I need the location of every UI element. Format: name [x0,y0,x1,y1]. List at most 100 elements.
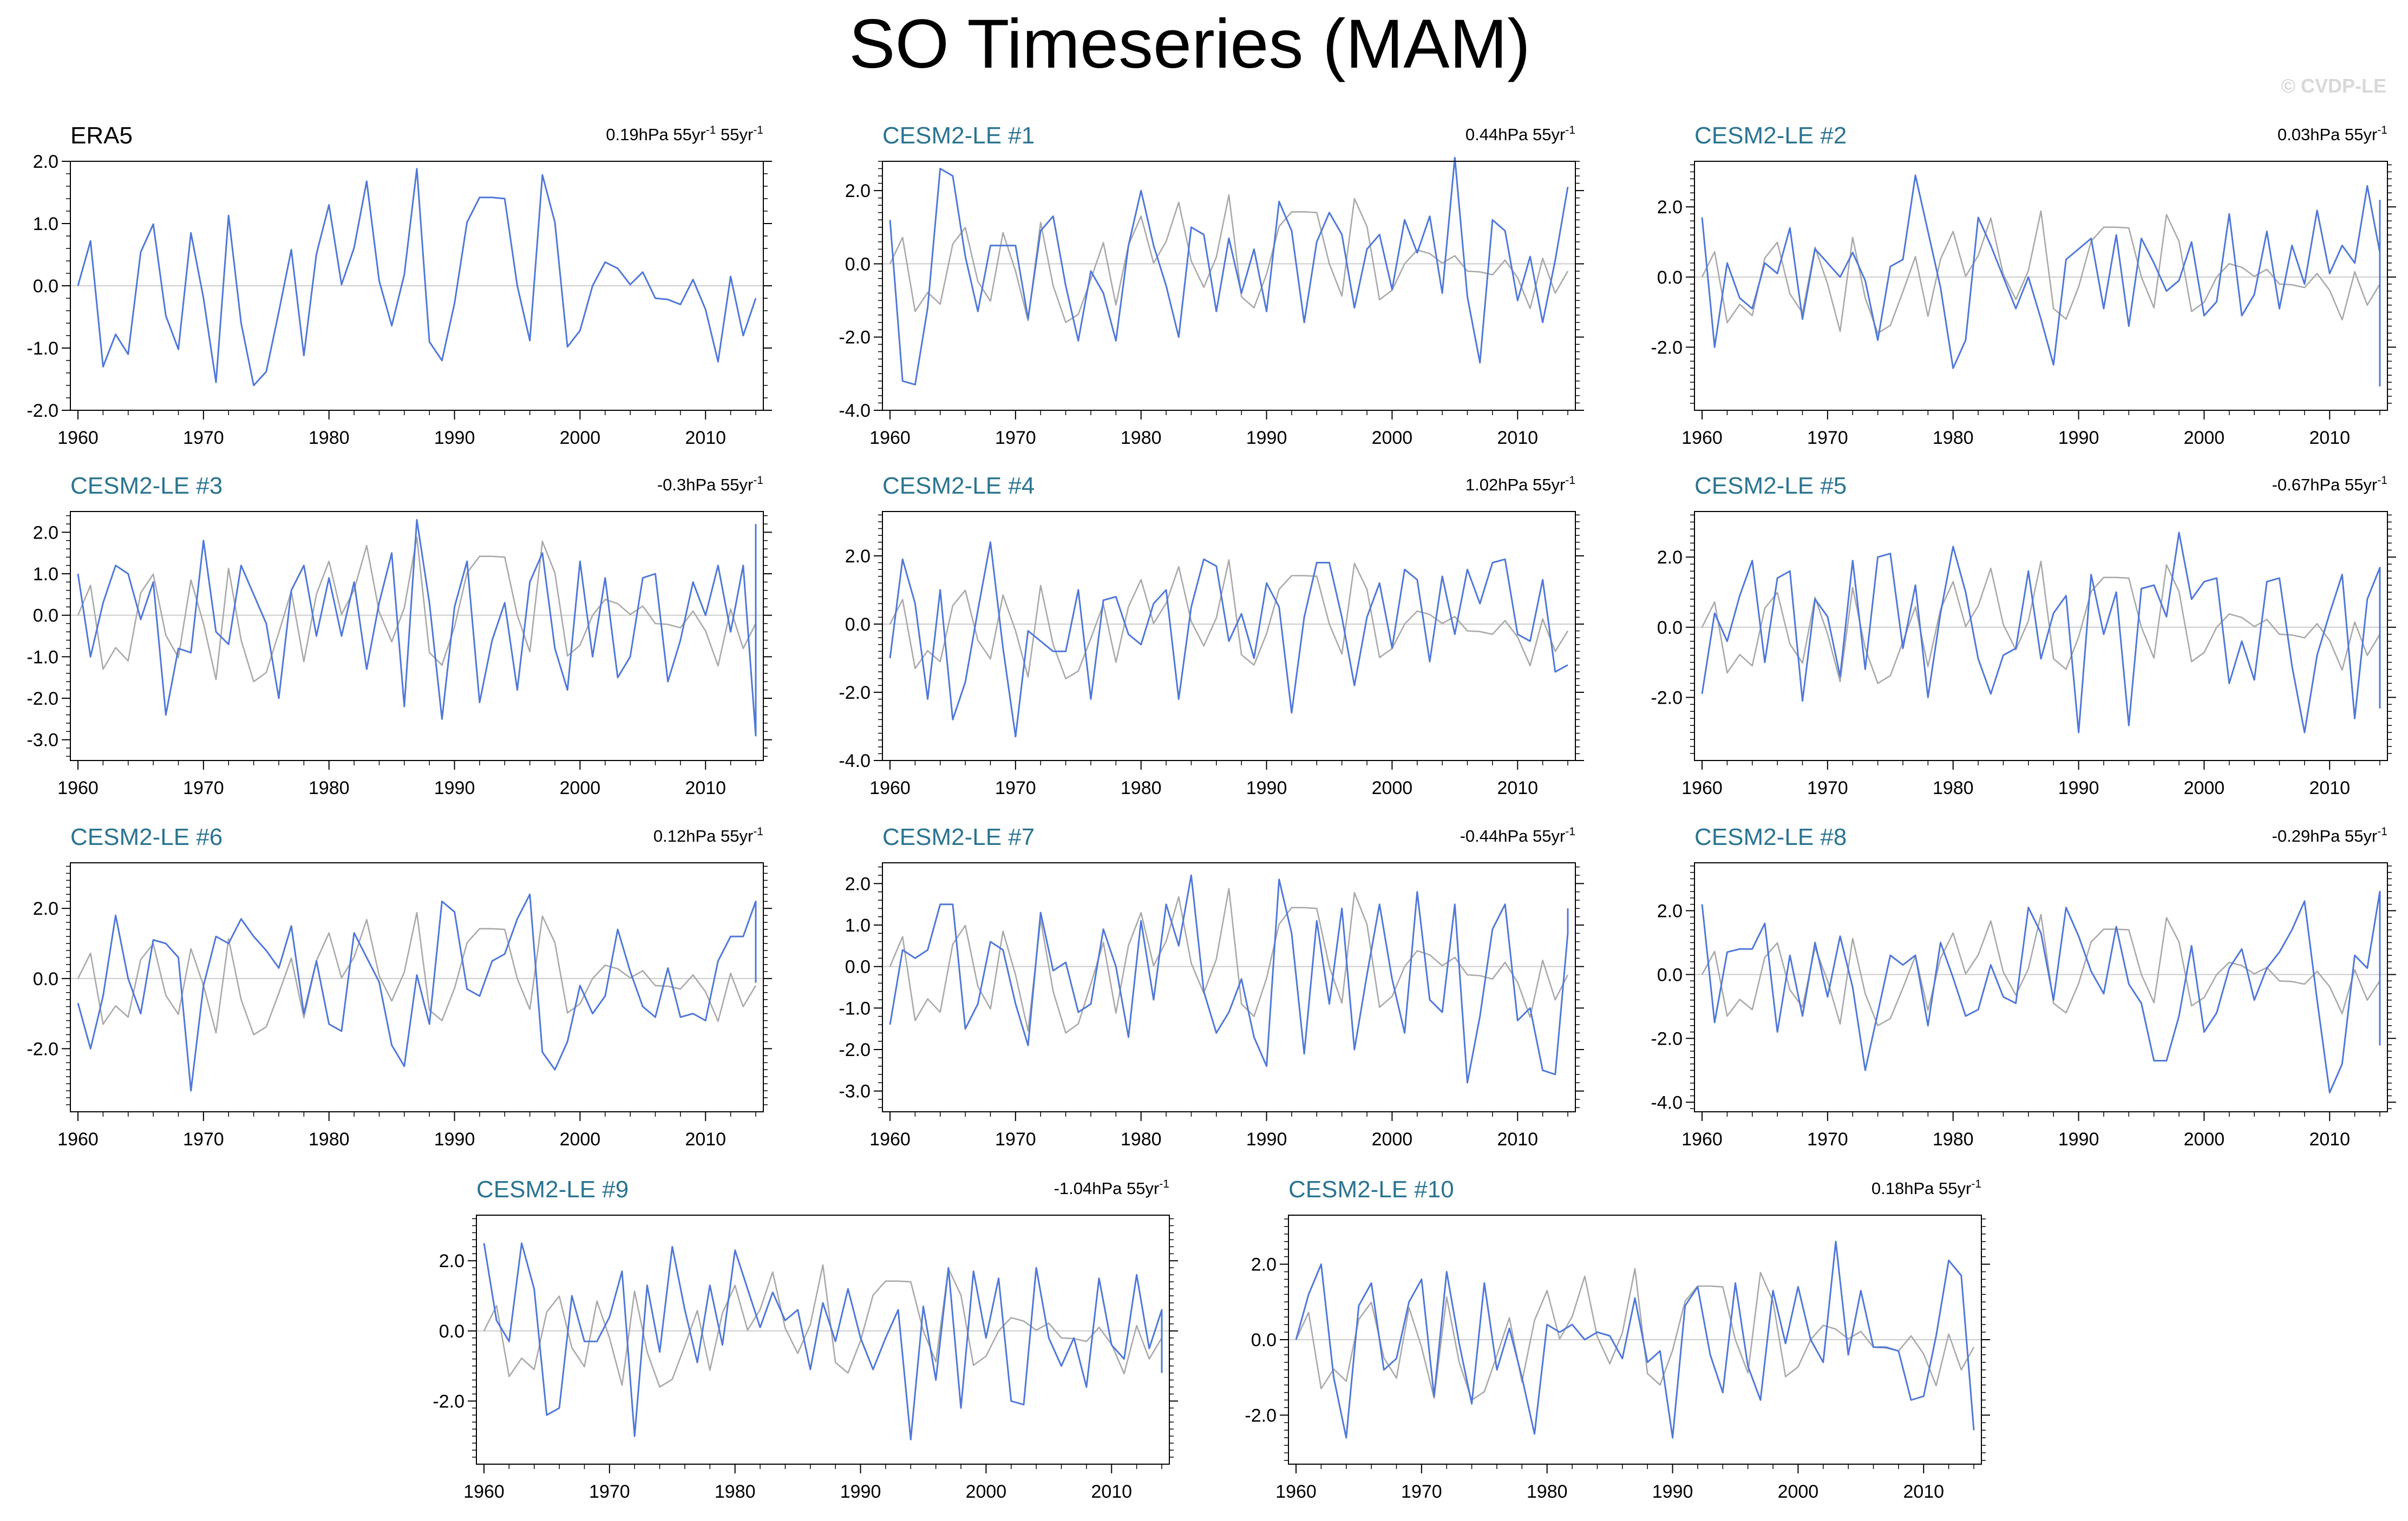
x-tick-label: 1990 [434,778,475,798]
trend-label: 0.03hPa 55yr-1 [2278,124,2387,144]
x-tick-label: 1970 [183,428,224,448]
trend-label: 0.19hPa 55yr-1 55yr-1 [606,124,763,144]
x-tick-label: 2000 [1372,428,1413,448]
member-series-line [77,519,757,737]
x-tick-label: 1980 [1121,428,1162,448]
x-tick-label: 2010 [1903,1481,1944,1502]
member-series-line [889,541,1568,738]
y-tick-label: 0.0 [1657,267,1683,288]
member-series-line [889,874,1569,1084]
panel-label: CESM2-LE #3 [70,473,223,499]
y-tick-label: 1.0 [33,564,58,585]
y-tick-label: 0.0 [1251,1330,1277,1350]
x-tick-label: 1970 [995,428,1036,448]
obs-series-line [889,559,1569,680]
x-tick-label: 1990 [434,1129,475,1150]
x-tick-label: 1980 [715,1481,756,1502]
trend-label: 0.44hPa 55yr-1 [1465,124,1575,144]
y-tick-label: -2.0 [1651,337,1683,358]
x-tick-label: 1960 [1681,428,1723,448]
panel-label: ERA5 [70,122,133,149]
x-tick-label: 1960 [1275,1481,1317,1502]
y-tick-label: 2.0 [845,546,871,567]
x-tick-label: 1970 [183,1129,224,1150]
x-tick-label: 1990 [1246,428,1287,448]
panel-label: CESM2-LE #10 [1288,1176,1454,1203]
y-tick-label: -1.0 [839,998,871,1019]
chart-panel-9: -2.0 0.0 2.0 1960 1970 1980 1990 2000 2010 CESM2-… [433,1176,1178,1502]
chart-panel-6: -2.0 0.0 2.0 1960 1970 1980 1990 2000 2010 CESM2-… [27,824,772,1150]
member-series-line [1701,890,2381,1094]
x-tick-label: 1970 [589,1481,630,1502]
chart-panel-4: -4.0 -2.0 0.0 2.0 1960 1970 1980 1990 2000 2010 CE… [839,473,1584,798]
trend-label: -0.67hPa 55yr-1 [2272,474,2387,494]
y-tick-label: 0.0 [1657,965,1683,985]
y-tick-label: -3.0 [839,1081,871,1102]
x-tick-label: 1970 [183,778,224,798]
x-tick-label: 1960 [1681,778,1723,798]
x-tick-label: 1970 [1807,778,1848,798]
plot-frame [882,511,1576,761]
y-tick-label: -2.0 [27,689,58,709]
trend-label: -1.04hPa 55yr-1 [1054,1178,1169,1198]
x-tick-label: 1960 [57,1129,99,1150]
y-tick-label: -2.0 [839,1040,871,1060]
plot-frame [882,862,1576,1112]
x-tick-label: 1980 [309,428,350,448]
x-tick-label: 1960 [57,428,99,448]
y-tick-label: 2.0 [1657,901,1683,921]
y-tick-label: -2.0 [27,401,58,421]
panel-label: CESM2-LE #8 [1694,824,1847,850]
x-tick-label: 2000 [1372,1129,1413,1150]
x-tick-label: 1960 [869,1129,911,1150]
x-tick-label: 1980 [309,778,350,798]
x-tick-label: 2000 [2184,1129,2225,1150]
x-tick-label: 1990 [2058,428,2099,448]
chart-panel-5: -2.0 0.0 2.0 1960 1970 1980 1990 2000 2010 CESM2-… [1651,473,2396,798]
trend-label: -0.3hPa 55yr-1 [657,474,763,494]
y-tick-label: 0.0 [439,1321,464,1342]
panel-label: CESM2-LE #5 [1694,473,1847,499]
chart-panel-2: -2.0 0.0 2.0 1960 1970 1980 1990 2000 2010 CESM2-… [1651,122,2396,448]
y-tick-label: -4.0 [1651,1092,1683,1113]
plot-frame [1694,511,2388,761]
x-tick-label: 1990 [1652,1481,1693,1502]
x-tick-label: 1990 [434,428,475,448]
y-tick-label: -2.0 [839,327,871,348]
x-tick-label: 1980 [1933,778,1974,798]
trend-label: 0.12hPa 55yr-1 [653,825,763,845]
x-tick-label: 1980 [1121,1129,1162,1150]
obs-series-line [1295,1268,1975,1401]
obs-series-line [889,888,1569,1034]
panel-label: CESM2-LE #4 [882,473,1035,499]
x-tick-label: 1970 [1807,428,1848,448]
figure-title: SO Timeseries (MAM) [849,5,1530,83]
x-tick-label: 1970 [995,1129,1036,1150]
x-tick-label: 2010 [1497,428,1538,448]
x-tick-label: 2010 [1497,778,1538,798]
x-tick-label: 2010 [1497,1129,1538,1150]
y-tick-label: -2.0 [839,683,871,703]
x-tick-label: 1990 [840,1481,881,1502]
y-tick-label: -4.0 [839,751,871,771]
y-tick-label: 1.0 [33,214,58,234]
chart-panel-7: -3.0 -2.0 -1.0 0.0 1.0 2.0 1960 1970 1980 1990 200… [839,824,1584,1150]
plot-frame [70,511,764,761]
x-tick-label: 2000 [966,1481,1007,1502]
x-tick-label: 1960 [57,778,99,798]
x-tick-label: 2000 [560,1129,601,1150]
x-tick-label: 2000 [2184,778,2225,798]
x-tick-label: 2010 [2309,1129,2350,1150]
x-tick-label: 2010 [2309,778,2350,798]
x-tick-label: 1960 [463,1481,505,1502]
x-tick-label: 1960 [1681,1129,1723,1150]
plot-frame [1694,161,2388,411]
y-tick-label: -2.0 [1651,1028,1683,1049]
member-series-line [77,893,757,1092]
y-tick-label: 0.0 [845,957,871,978]
obs-series-line [77,912,757,1035]
y-tick-label: -3.0 [27,730,58,751]
y-tick-label: -2.0 [1651,687,1683,708]
trend-label: -0.29hPa 55yr-1 [2272,825,2387,845]
